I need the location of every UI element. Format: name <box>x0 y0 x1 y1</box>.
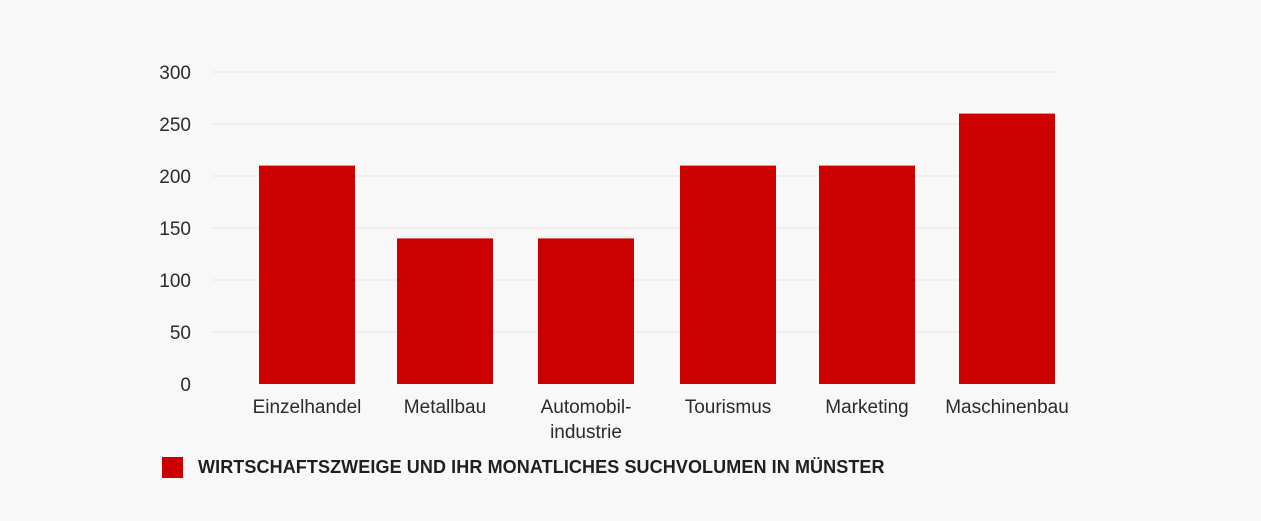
bars <box>259 113 1055 384</box>
x-category-label-5: Maschinenbau <box>945 397 1069 418</box>
y-tick-label-300: 300 <box>159 63 191 84</box>
bar-3 <box>680 165 776 384</box>
y-tick-label-250: 250 <box>159 115 191 136</box>
x-category-label-3: Tourismus <box>685 397 772 418</box>
bar-4 <box>819 165 915 384</box>
bar-0 <box>259 165 355 384</box>
y-tick-label-50: 50 <box>170 323 191 344</box>
x-category-label-0: Einzelhandel <box>253 397 362 418</box>
y-tick-label-0: 0 <box>180 375 191 396</box>
legend: WIRTSCHAFTSZWEIGE UND IHR MONATLICHES SU… <box>162 457 885 478</box>
x-axis-category-labels: Einzelhandel Metallbau Automobil-industrie… <box>253 397 1069 443</box>
x-category-label-4: Marketing <box>825 397 908 418</box>
x-category-label-2: Automobil-industrie <box>541 397 632 443</box>
legend-swatch <box>162 457 183 478</box>
y-tick-label-100: 100 <box>159 271 191 292</box>
bar-1 <box>397 238 493 384</box>
bar-2 <box>538 238 634 384</box>
legend-series-name: WIRTSCHAFTSZWEIGE UND IHR MONATLICHES SU… <box>198 457 885 477</box>
y-tick-label-150: 150 <box>159 219 191 240</box>
bar-5 <box>959 113 1055 384</box>
y-tick-label-200: 200 <box>159 167 191 188</box>
x-category-label-1: Metallbau <box>404 397 486 418</box>
y-axis-tick-labels: 0 50 100 150 200 250 300 <box>159 63 191 396</box>
